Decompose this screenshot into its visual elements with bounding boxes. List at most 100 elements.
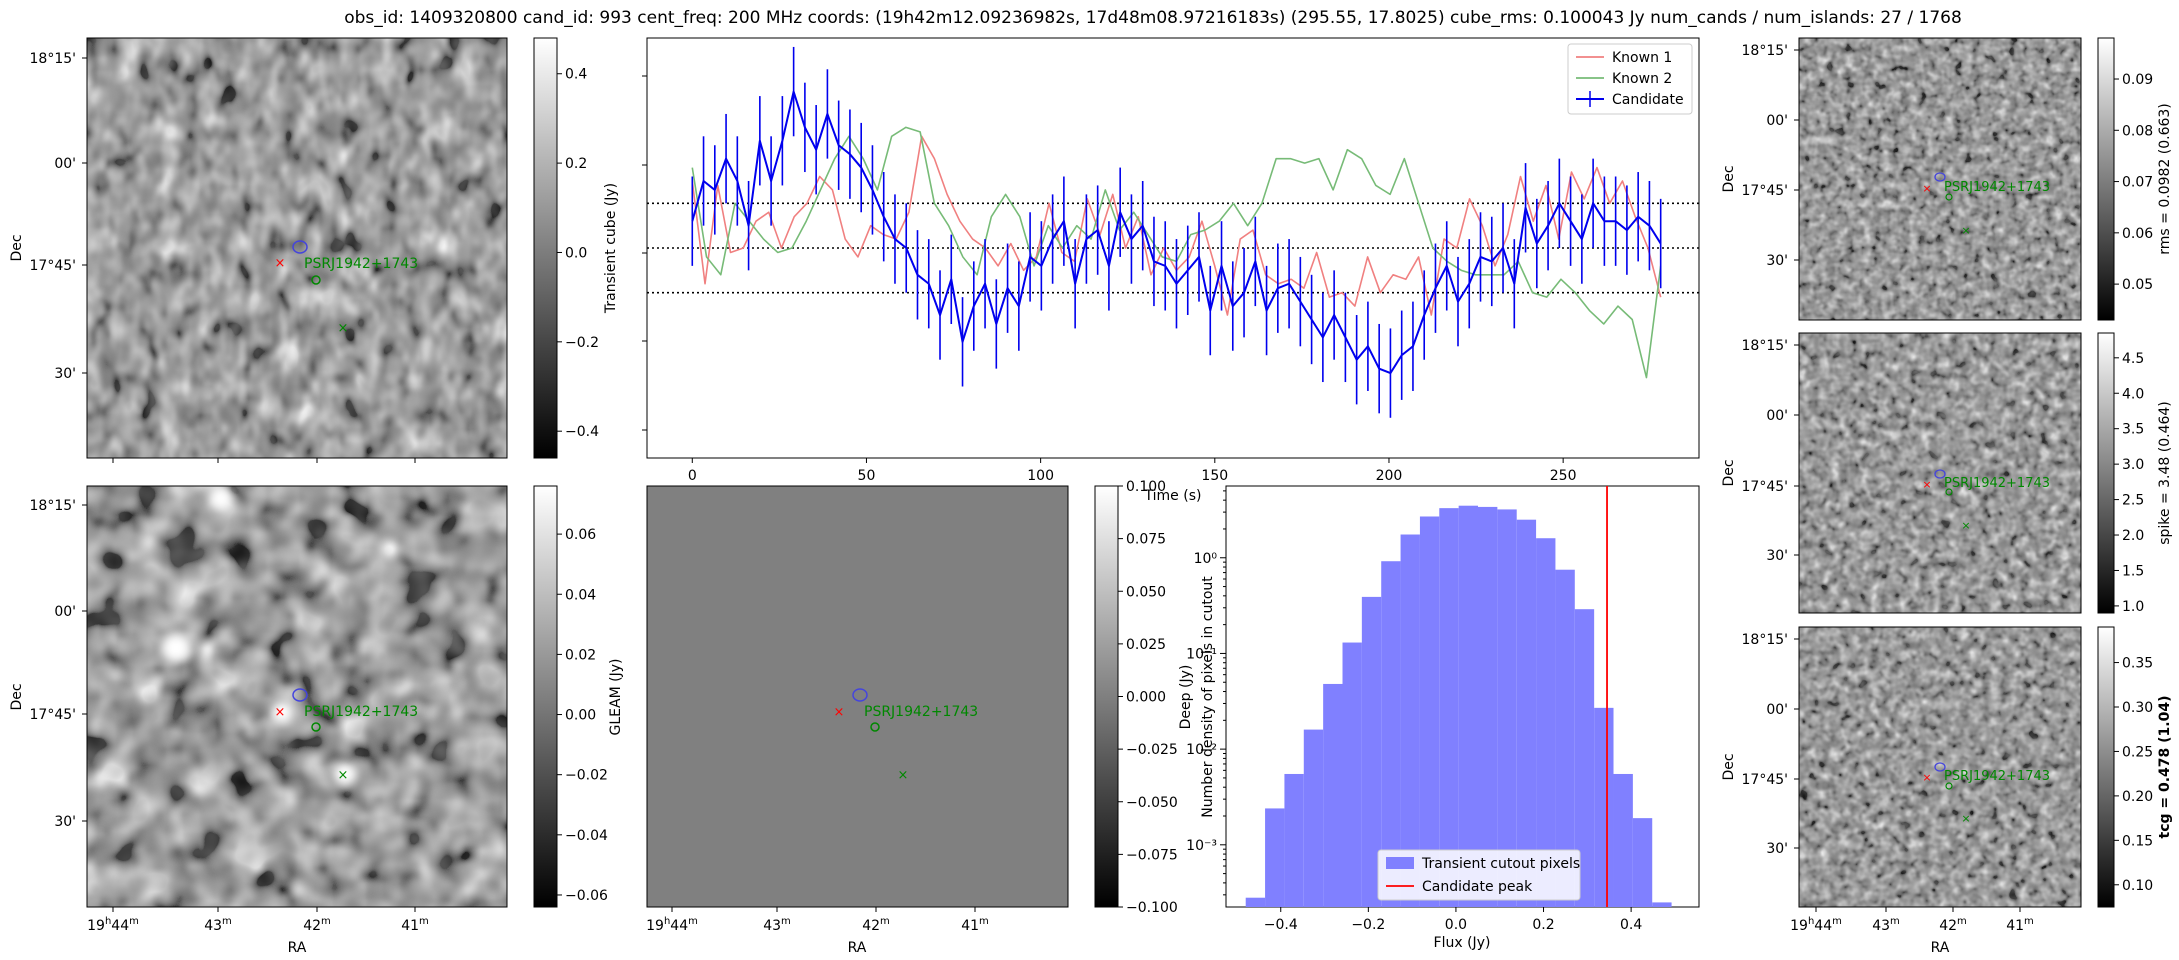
rms-known-cross: ×: [1961, 224, 1970, 237]
histogram-xticks: −0.4 −0.2 0.0 0.2 0.4: [1264, 907, 1642, 933]
colorbar-tick-label: −0.025: [1126, 742, 1178, 758]
colorbar-tick-label: −0.06: [565, 888, 608, 904]
histogram-bar: [1458, 505, 1479, 907]
transient-cube-colorbar-gradient: [533, 37, 558, 459]
colorbar-tick-label: 4.5: [2122, 351, 2144, 367]
tcg-candidate-cross: ×: [1922, 771, 1931, 784]
gleam-dec-tick-2: 17°45': [30, 707, 76, 723]
transient-cube-markers: × × PSRJ1942+1743: [275, 240, 418, 336]
colorbar-tick-label: 2.5: [2122, 493, 2144, 509]
tcg-dec-label: Dec: [1721, 753, 1737, 780]
deep-colorbar: 0.100 0.075 0.050 0.025 0.000 −0.025 −0.050 −0.…: [1094, 479, 1194, 916]
deep-markers: × × PSRJ1942+1743: [834, 688, 978, 783]
transient-cube-frame: [86, 37, 508, 459]
rms-dec-tick-0: 18°15': [1742, 43, 1788, 59]
spike-dec-tick-3: 30': [1766, 548, 1788, 564]
gleam-known-cross: ×: [338, 768, 349, 783]
spike-source-ellipse: [1934, 469, 1946, 479]
histogram-ylabel: Number density of pixels in cutout: [1200, 576, 1216, 818]
histogram-bar: [1516, 519, 1537, 907]
deep-ra-tick-2: 42m: [862, 916, 890, 934]
gleam-colorbar: 0.06 0.04 0.02 0.00 −0.02 −0.04 −0.06 GLEAM (J…: [533, 485, 624, 908]
transient-cube-dec-tick-1: 00': [54, 156, 76, 172]
tcg-dec-tick-2: 17°45': [1742, 772, 1788, 788]
panel-rms: × × PSRJ1942+1743 18°15' 00' 17°45' 30' …: [1721, 37, 2082, 321]
hist-x-tick-label: −0.4: [1264, 917, 1298, 933]
gleam-source-ellipse: [292, 688, 308, 702]
hist-x-tick-label: 0.2: [1532, 917, 1554, 933]
colorbar-tick-label: 0.35: [2122, 656, 2153, 672]
colorbar-tick-label: 0.20: [2122, 789, 2153, 805]
deep-ra-tick-1: 43m: [763, 916, 791, 934]
gleam-ra-tick-2: 42m: [303, 916, 331, 934]
transient-cube-dec-tick-0: 18°15': [30, 51, 76, 67]
colorbar-tick-label: 4.0: [2122, 386, 2144, 402]
spike-dec-tick-0: 18°15': [1742, 338, 1788, 354]
tcg-dec-tick-1: 00': [1766, 702, 1788, 718]
rms-dec-ticks: [1794, 49, 1799, 261]
deep-ra-label: RA: [848, 940, 867, 956]
histogram-bar: [1574, 609, 1595, 907]
spike-source-label: PSRJ1942+1743: [1944, 476, 2050, 491]
colorbar-tick-label: 0.0: [565, 245, 587, 261]
rms-colorbar-ticks: 0.09 0.08 0.07 0.06 0.05: [2114, 72, 2153, 293]
deep-ra-tick-0: 19h44m: [646, 916, 698, 934]
legend-candidate-label: Candidate: [1612, 92, 1684, 108]
panel-spike: × × PSRJ1942+1743 18°15' 00' 17°45' 30' …: [1721, 332, 2082, 614]
gleam-known-circle: [311, 722, 321, 732]
histogram-bar: [1245, 897, 1266, 907]
panel-gleam: × × PSRJ1942+1743 18°15' 00' 17°45' 30' …: [9, 485, 508, 956]
spike-known-circle: [1945, 488, 1953, 496]
deep-ra-ticks: [671, 907, 976, 912]
rms-markers: × × PSRJ1942+1743: [1922, 172, 2050, 237]
transient-cube-ra-ticks: [112, 458, 416, 463]
histogram-bar: [1555, 569, 1575, 907]
histogram-legend: Transient cutout pixels Candidate peak: [1377, 849, 1581, 901]
histogram-bar: [1303, 729, 1324, 907]
gleam-ra-label: RA: [288, 940, 307, 956]
histogram-bars: [1245, 505, 1672, 907]
histogram-bar: [1323, 683, 1343, 907]
gleam-markers: × × PSRJ1942+1743: [275, 688, 418, 783]
tcg-colorbar: 0.35 0.30 0.25 0.20 0.15 0.10 tcg = 0.478 (1.…: [2097, 626, 2173, 908]
source-label: PSRJ1942+1743: [304, 256, 418, 272]
colorbar-tick-label: 1.5: [2122, 563, 2144, 579]
light-curve-hlines: [647, 202, 1699, 294]
known-cross: ×: [338, 321, 349, 336]
deep-ra-tick-3: 41m: [961, 916, 989, 934]
histogram-bar: [1652, 902, 1672, 907]
colorbar-tick-label: 3.0: [2122, 457, 2144, 473]
histogram-bar: [1284, 773, 1304, 907]
panel-tcg: × × PSRJ1942+1743 18°15' 00' 17°45' 30' …: [1721, 626, 2082, 956]
rms-source-label: PSRJ1942+1743: [1944, 180, 2050, 195]
tcg-markers: × × PSRJ1942+1743: [1922, 762, 2050, 825]
gleam-dec-label: Dec: [9, 683, 25, 710]
gleam-ra-tick-0: 19h44m: [87, 916, 139, 934]
gleam-dec-tick-0: 18°15': [30, 498, 76, 514]
spike-dec-ticks: [1794, 344, 1799, 556]
colorbar-tick-label: −0.050: [1126, 795, 1178, 811]
colorbar-tick-label: 0.04: [565, 587, 596, 603]
deep-known-cross: ×: [898, 768, 909, 783]
x-tick-label: 0: [688, 468, 697, 484]
spike-frame: [1798, 332, 2082, 614]
gleam-bright-blobs: [161, 486, 357, 786]
light-curve-series: [691, 46, 1662, 418]
colorbar-tick-label: 0.100: [1126, 479, 1166, 495]
colorbar-tick-label: 0.15: [2122, 833, 2153, 849]
colorbar-tick-label: 0.07: [2122, 175, 2153, 191]
gleam-colorbar-label: GLEAM (Jy): [608, 659, 624, 736]
tcg-colorbar-gradient: [2097, 626, 2115, 908]
light-curve-legend: Known 1 Known 2 Candidate: [1567, 43, 1693, 115]
tcg-colorbar-label: tcg = 0.478 (1.04): [2157, 696, 2173, 839]
transient-cube-dec-label: Dec: [9, 234, 25, 261]
histogram-bar: [1497, 509, 1517, 907]
x-tick-label: 100: [1027, 468, 1054, 484]
spike-colorbar: 4.5 4.0 3.5 3.0 2.5 2.0 1.5 1.0 spike = 3.48 (0…: [2097, 332, 2173, 615]
histogram-bar: [1478, 506, 1498, 907]
rms-colorbar-label: rms = 0.0982 (0.663): [2157, 103, 2173, 255]
histogram-bar: [1265, 808, 1285, 907]
rms-dec-tick-1: 00': [1766, 113, 1788, 129]
gleam-ra-tick-3: 41m: [401, 916, 429, 934]
histogram-bar: [1419, 516, 1440, 907]
